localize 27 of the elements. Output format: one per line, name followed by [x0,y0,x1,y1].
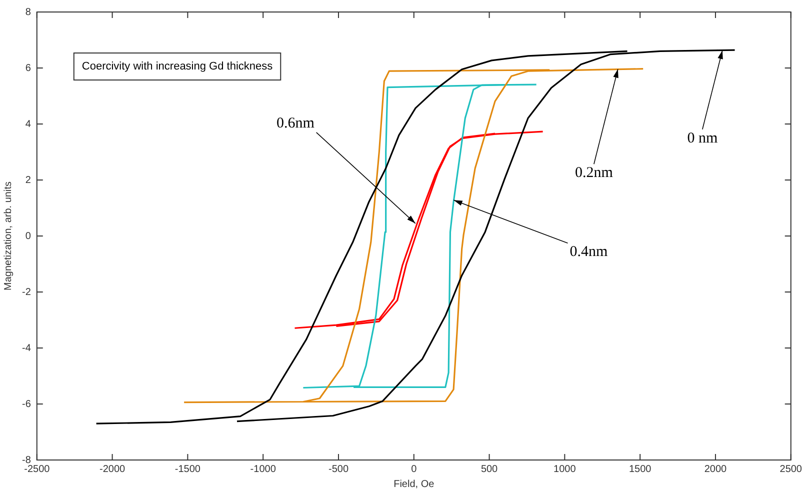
y-tick-label: -4 [22,342,32,354]
annotation: 0.6nm [276,115,315,132]
annotation: 0.2nm [574,165,614,182]
x-tick-label: -1000 [250,464,276,475]
x-tick-label: 1500 [628,464,652,475]
y-tick-label: 6 [25,62,32,74]
y-tick-label: 8 [25,6,32,18]
y-tick-label: 2 [25,174,32,186]
annotation: 0.4nm [570,244,608,260]
x-tick-label: -2000 [100,464,126,475]
x-tick-label: -2500 [24,464,50,475]
x-tick-label: 1000 [554,464,576,475]
x-tick-label: 2000 [704,464,728,475]
annotation: 0 nm [687,130,718,146]
x-tick-label: -1500 [174,464,201,475]
annotation: Coercivity with increasing Gd thickness [82,60,274,73]
x-tick-label: -500 [328,464,349,475]
y-tick-label: -2 [22,286,32,298]
y-tick-label: 4 [25,118,32,130]
x-axis-title: Field, Oe [394,478,435,490]
y-tick-label: 0 [25,230,32,242]
x-tick-label: 500 [480,464,498,475]
y-axis-title: Magnetization, arb. units [2,182,14,290]
x-tick-label: 0 [411,464,418,475]
y-tick-label: -6 [22,398,32,410]
y-tick-label: -8 [22,454,32,466]
x-tick-label: 2500 [780,464,802,475]
